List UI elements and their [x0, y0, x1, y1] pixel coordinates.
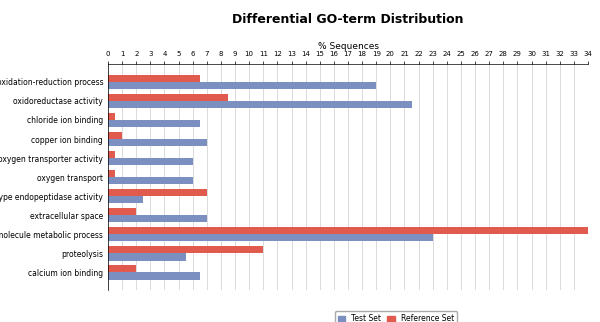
Title: Differential GO-term Distribution: Differential GO-term Distribution — [232, 13, 464, 26]
Bar — [108, 196, 143, 204]
Bar — [108, 151, 115, 158]
Bar — [108, 94, 228, 101]
Bar — [108, 139, 207, 146]
Bar — [108, 170, 115, 177]
X-axis label: % Sequences: % Sequences — [317, 43, 379, 52]
Bar — [108, 246, 263, 253]
Bar — [108, 227, 588, 234]
Bar — [108, 177, 193, 184]
Bar — [108, 189, 207, 196]
Bar — [108, 120, 200, 127]
Bar — [108, 234, 433, 242]
Bar — [108, 132, 122, 139]
Bar — [108, 272, 200, 279]
Bar — [108, 253, 185, 260]
Bar — [108, 82, 376, 89]
Bar — [108, 75, 200, 82]
Bar — [108, 208, 136, 215]
Bar — [108, 215, 207, 223]
Bar — [108, 158, 193, 165]
Legend: Test Set, Reference Set: Test Set, Reference Set — [335, 311, 457, 322]
Bar — [108, 101, 412, 108]
Bar — [108, 113, 115, 120]
Bar — [108, 265, 136, 272]
